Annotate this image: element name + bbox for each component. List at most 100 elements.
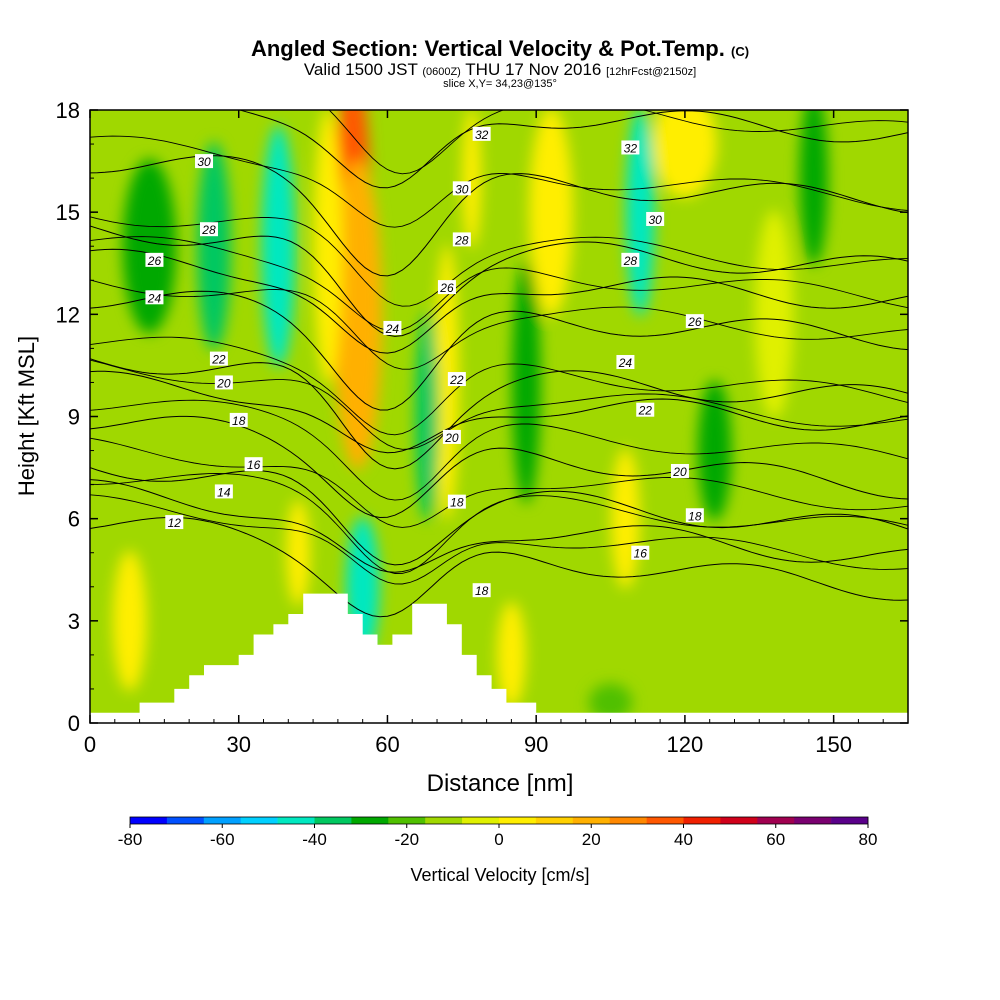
isentrope-label-text: 20	[444, 431, 459, 445]
isentrope-label-bg	[685, 508, 704, 523]
isentrope-label-text: 26	[439, 281, 454, 295]
isentrope-label-bg	[646, 211, 665, 226]
isentrope-contours	[90, 110, 908, 618]
isentrope-label: 20	[670, 463, 689, 479]
isentrope-label-text: 16	[634, 547, 648, 561]
y-tick-label: 9	[68, 405, 80, 430]
isentrope-line	[90, 135, 908, 228]
isentrope-line	[90, 467, 908, 566]
colorbar-segment	[203, 817, 241, 824]
colorbar-label: Vertical Velocity [cm/s]	[410, 865, 589, 885]
isentrope-line	[90, 236, 908, 332]
isentrope-label-text: 22	[211, 353, 226, 367]
y-tick-label: 3	[68, 609, 80, 634]
isentrope-label-bg	[452, 181, 471, 196]
isentrope-label-bg	[670, 463, 689, 478]
isentrope-label: 30	[195, 154, 214, 169]
isentrope-label-text: 30	[648, 213, 662, 227]
chart-title: Angled Section: Vertical Velocity & Pot.…	[0, 36, 1000, 62]
colorbar-tick-label: -40	[302, 830, 327, 849]
velocity-cell	[415, 312, 440, 521]
colorbar-segment	[535, 817, 574, 824]
subtitle-forecast: [12hrFcst@2150z]	[606, 66, 697, 78]
y-tick-label: 15	[56, 200, 80, 225]
isentrope-line	[90, 358, 908, 470]
isentrope-label: 24	[383, 320, 402, 336]
isentrope-label-text: 20	[216, 376, 231, 390]
velocity-cell	[261, 125, 296, 368]
isentrope-label-bg	[214, 484, 233, 499]
isentrope-label: 22	[636, 402, 655, 418]
isentrope-label-bg	[472, 583, 491, 598]
isentrope-label: 28	[452, 232, 471, 247]
x-tick-label: 150	[815, 732, 852, 757]
subtitle-valid: Valid 1500 JST	[303, 60, 418, 79]
isentrope-line	[90, 479, 908, 573]
isentrope-label-bg	[214, 375, 233, 390]
isentrope-label: 24	[145, 290, 164, 305]
x-tick-label: 120	[667, 732, 704, 757]
isentrope-label-text: 18	[232, 414, 246, 428]
isentrope-label-text: 28	[201, 223, 216, 237]
colorbar-segment	[462, 817, 500, 824]
colorbar-segment	[388, 817, 426, 824]
isentrope-line	[238, 110, 908, 189]
colorbar-segment	[831, 817, 869, 824]
velocity-cell	[435, 244, 459, 521]
isentrope-label-text: 28	[454, 233, 469, 247]
isentrope-labels: 12 14 16 18 20 22 24 26 28 30 24 26 28 30 32 22 20 18 18 32…	[145, 126, 704, 598]
velocity-cell	[313, 110, 343, 385]
isentrope-label: 20	[442, 429, 461, 445]
velocity-cell	[112, 550, 147, 691]
colorbar-tick-label: -60	[210, 830, 235, 849]
colorbar-segment	[240, 817, 278, 824]
velocity-features	[112, 110, 829, 722]
isentrope-label: 26	[437, 280, 456, 295]
y-axis-label: Height [Kft MSL]	[14, 336, 39, 496]
colorbar-segment	[683, 817, 721, 824]
isentrope-label: 26	[685, 314, 704, 329]
isentrope-label-text: 16	[247, 458, 261, 472]
isentrope-line	[90, 437, 908, 528]
isentrope-line	[90, 155, 908, 277]
isentrope-label: 24	[616, 355, 635, 370]
colorbar-segment	[720, 817, 758, 824]
colorbar: -80 -60 -40 -20 0 20 40 60 80	[118, 816, 878, 849]
colorbar-segment	[609, 817, 647, 824]
isentrope-line	[90, 370, 908, 454]
isentrope-label: 30	[452, 181, 471, 196]
y-tick-label: 12	[56, 302, 80, 327]
subtitle-valid-date: THU 17 Nov 2016	[465, 60, 602, 79]
isentrope-label-bg	[472, 126, 491, 141]
isentrope-label-bg	[145, 252, 164, 267]
velocity-cell	[588, 683, 633, 722]
x-tick-label: 90	[524, 732, 548, 757]
isentrope-label-text: 18	[688, 509, 702, 523]
colorbar-segment	[499, 817, 537, 824]
isentrope-label-bg	[447, 372, 466, 387]
colorbar-segment	[314, 817, 352, 824]
isentrope-label-bg	[442, 429, 461, 444]
x-tick-label: 0	[84, 732, 96, 757]
colorbar-segment	[757, 817, 795, 824]
isentrope-label: 18	[229, 412, 248, 428]
colorbar-tick-label: 80	[859, 830, 878, 849]
isentrope-label-text: 30	[197, 155, 211, 169]
velocity-cell	[511, 261, 541, 504]
isentrope-label-text: 22	[638, 404, 653, 418]
isentrope-label-bg	[452, 232, 471, 247]
x-tick-label: 60	[375, 732, 399, 757]
isentrope-label-text: 30	[455, 182, 469, 196]
isentrope-line	[90, 290, 908, 411]
subtitle-valid-utc: (0600Z)	[422, 66, 461, 78]
axes: 0 30 60 90 120 150 0 3 6 9 12 15 18	[56, 98, 909, 757]
y-tick-label: 6	[68, 507, 80, 532]
isentrope-label-bg	[244, 457, 263, 472]
isentrope-label: 18	[472, 583, 491, 598]
colorbar-segment	[277, 817, 315, 824]
isentrope-line	[90, 279, 908, 370]
isentrope-line	[90, 225, 908, 337]
isentrope-label: 30	[646, 211, 665, 227]
colorbar-tick-label: -80	[118, 830, 143, 849]
colorbar-segment	[166, 817, 205, 824]
